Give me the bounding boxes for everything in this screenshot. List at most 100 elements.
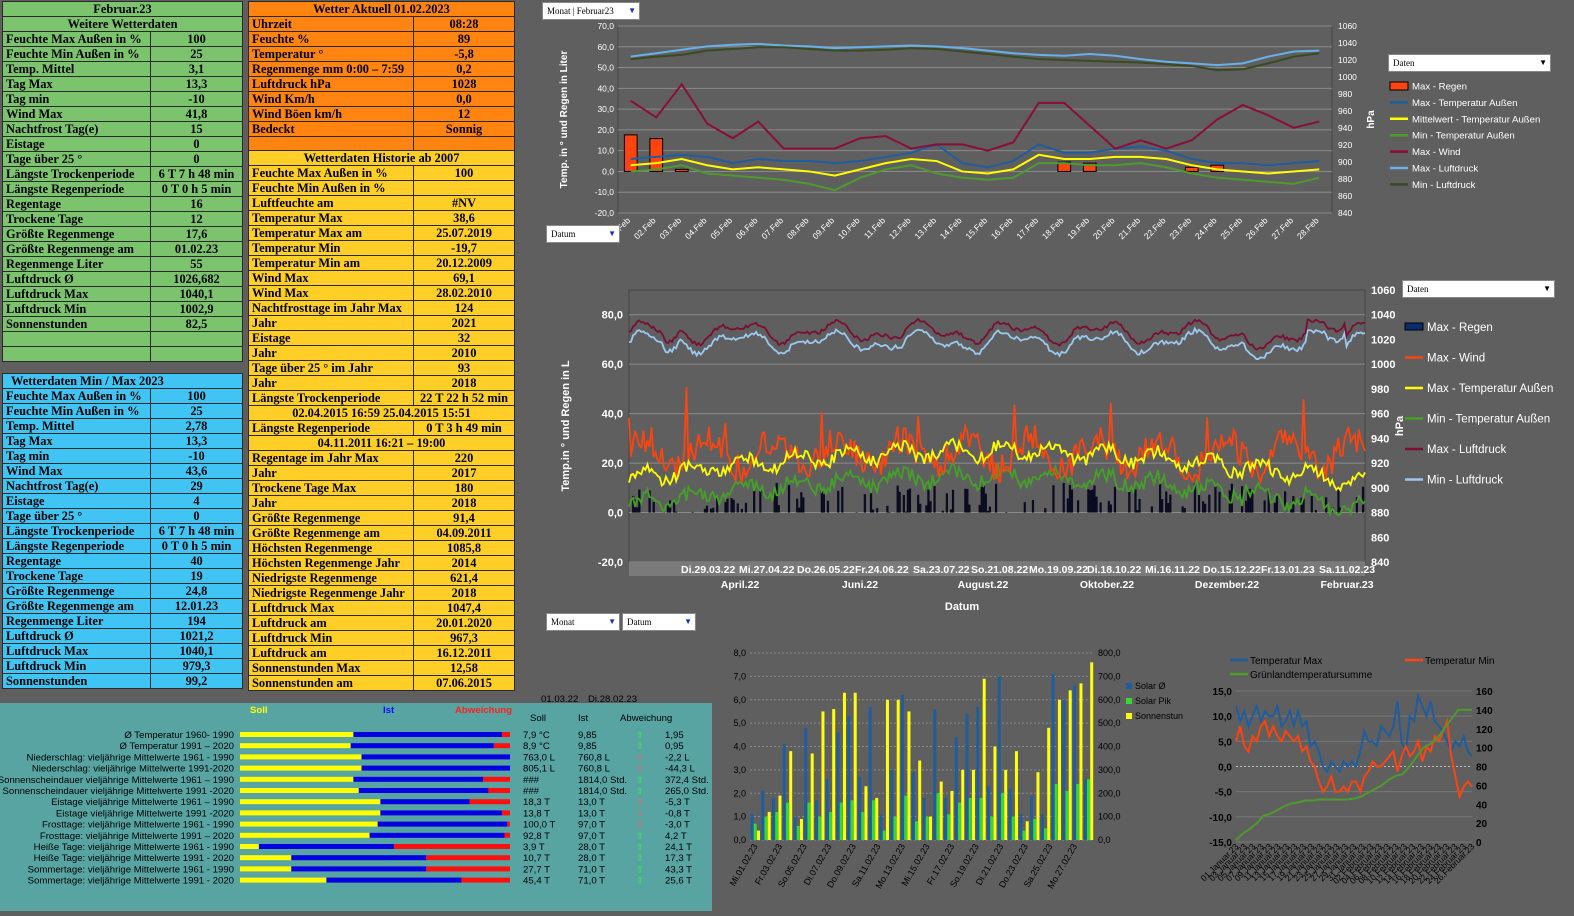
table-cell-label: Längste Regenperiode	[3, 539, 151, 554]
bar-soll	[240, 754, 362, 759]
table-cell-value: 13,3	[151, 77, 243, 92]
x-month-label: August.22	[958, 579, 1009, 591]
table-row: Temperatur Min-19,7	[249, 241, 515, 256]
y2-tick-label: 1000	[1371, 359, 1395, 371]
table-cell-label: Temperatur Min	[249, 241, 414, 256]
monthly-title: Februar.23	[3, 2, 243, 17]
table-cell-value: 2010	[414, 346, 515, 361]
comparison-ist: 97,0 T	[578, 831, 605, 842]
bar-ist	[370, 833, 505, 838]
monat-dropdown[interactable]: Monat▼	[546, 613, 620, 631]
legend-label: Max - Luftdruck	[1412, 164, 1478, 175]
series-line	[1236, 721, 1472, 797]
comparison-soll: 92,8 T	[523, 831, 550, 842]
bar-regen	[907, 490, 909, 513]
arrow-up-icon: ⇧	[636, 730, 644, 740]
bar-abweichung	[494, 743, 510, 748]
arrow-up-icon: ⇧	[636, 741, 644, 751]
month-dropdown[interactable]: Monat | Februar23▼	[542, 2, 640, 20]
x-tick-label: Fr.24.06.22	[855, 564, 909, 576]
datum-dropdown-2[interactable]: Datum▼	[622, 613, 696, 631]
bar-0	[869, 707, 872, 840]
bar-2	[757, 831, 760, 840]
table-cell-label: Tag Max	[3, 77, 151, 92]
table-cell-value: 0	[151, 509, 243, 524]
bar-1	[764, 817, 767, 840]
arrow-down-icon: ⇩	[636, 808, 644, 818]
bar-ist	[359, 788, 489, 793]
table-cell-value: 17,6	[151, 227, 243, 242]
bar-regen	[712, 508, 714, 513]
daten-dropdown-1[interactable]: Daten▼	[1388, 54, 1551, 72]
table-cell-label: Wind Km/h	[249, 92, 414, 107]
y2-tick-label: 400,0	[1098, 742, 1121, 752]
bar-regen	[776, 483, 778, 513]
comparison-ist: 9,85	[578, 741, 597, 752]
table-cell-value: 07.06.2015	[414, 676, 515, 691]
y-axis-label: Temp.in ° und Regen in L	[560, 360, 572, 492]
comparison-ist: 13,0 T	[578, 808, 605, 819]
y-tick-label: 15,0	[1213, 687, 1233, 698]
y-tick-label: 4,0	[733, 742, 746, 752]
table-cell-label: Trockene Tage	[3, 569, 151, 584]
bar-0	[783, 744, 786, 840]
bar-regen	[886, 506, 888, 513]
datum-dropdown-1[interactable]: Datum▼	[546, 225, 620, 243]
bar-regen	[1128, 492, 1130, 513]
chevron-down-icon: ▼	[684, 614, 692, 630]
legend-label: Sonnenstun	[1135, 711, 1183, 721]
daten-dropdown-2[interactable]: Daten▼	[1402, 280, 1555, 298]
x-tick-label: 03.Feb	[657, 215, 683, 241]
bar-ist	[353, 777, 483, 782]
bar-0	[1073, 686, 1076, 840]
x-tick-label: 21.Feb	[1116, 215, 1142, 241]
y2-tick-label: 920	[1338, 140, 1352, 150]
x-tick-label: 24.Feb	[1193, 215, 1219, 241]
table-row: Tag min-10	[3, 449, 243, 464]
period-from: 01.03.22	[541, 694, 578, 705]
bar-abweichung	[461, 878, 510, 883]
table-cell-label: Eistage	[3, 494, 151, 509]
bar-0	[1041, 814, 1044, 840]
bar-regen	[1264, 500, 1266, 512]
table-cell-label: Temp. Mittel	[3, 419, 151, 434]
bar-regen	[1087, 489, 1089, 512]
col-header-abweichung: Abweichung	[620, 713, 672, 724]
bar-regen	[897, 486, 899, 513]
bar-regen	[964, 489, 966, 513]
monthly-table: Februar.23 Weitere Wetterdaten Feuchte M…	[2, 1, 243, 362]
bar-regen	[919, 504, 921, 513]
bar-2	[1069, 690, 1072, 840]
bar-regen	[1169, 495, 1171, 513]
table-row: Tage über 25 °0	[3, 152, 243, 167]
table-cell-label: Größte Regenmenge	[3, 227, 151, 242]
table-cell-label: Tag min	[3, 92, 151, 107]
bar-regen	[798, 508, 800, 513]
comparison-abweichung: 265,0 Std.	[665, 786, 709, 797]
bar-2	[907, 711, 910, 840]
table-row: Feuchte Min Außen in %25	[3, 404, 243, 419]
bar-regen	[636, 507, 638, 512]
bar-abweichung	[488, 788, 510, 793]
table-cell-label: Größte Regenmenge am	[3, 242, 151, 257]
bar-soll	[240, 878, 326, 883]
bar-regen	[704, 509, 706, 513]
table-cell-label: Längste Regenperiode	[3, 182, 151, 197]
table-cell-value: 100	[151, 389, 243, 404]
comparison-abweichung: 17,3 T	[665, 853, 692, 864]
bar-regen	[675, 512, 677, 513]
table-cell-label: Tag Max	[3, 434, 151, 449]
y-tick-label: 2,0	[733, 788, 746, 798]
bar-1	[883, 831, 886, 840]
table-cell-value: 16.12.2011	[414, 646, 515, 661]
bar-regen	[724, 502, 726, 512]
bar-regen	[925, 505, 927, 512]
bar-regen	[841, 487, 843, 513]
y-tick-label: 30,0	[597, 104, 614, 114]
x-tick-label: 28.Feb	[1295, 215, 1321, 241]
x-tick-label: Mi.27.04.22	[739, 564, 795, 576]
